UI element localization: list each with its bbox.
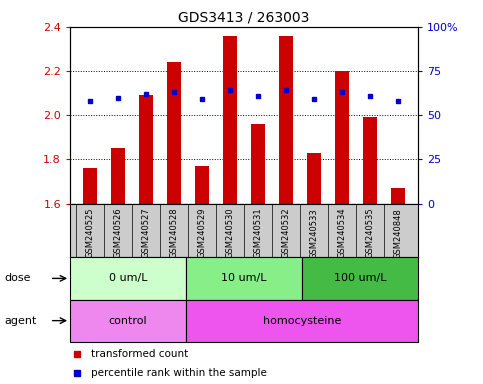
Bar	[139, 95, 153, 204]
Bar	[111, 148, 125, 204]
Bar	[363, 118, 377, 204]
Text: 100 um/L: 100 um/L	[334, 273, 386, 283]
Bar	[186, 300, 418, 342]
Text: agent: agent	[5, 316, 37, 326]
Text: GSM240532: GSM240532	[282, 208, 290, 258]
Bar	[70, 300, 186, 342]
Bar	[223, 36, 237, 204]
Bar	[70, 257, 186, 300]
Text: GSM240531: GSM240531	[254, 208, 262, 258]
Title: GDS3413 / 263003: GDS3413 / 263003	[178, 10, 310, 24]
Bar	[335, 71, 349, 204]
Bar	[251, 124, 265, 204]
Text: percentile rank within the sample: percentile rank within the sample	[91, 368, 267, 379]
Text: GSM240527: GSM240527	[141, 208, 150, 258]
Bar	[195, 166, 209, 204]
Text: GSM240528: GSM240528	[170, 208, 178, 258]
Text: transformed count: transformed count	[91, 349, 188, 359]
Text: control: control	[109, 316, 147, 326]
Text: GSM240848: GSM240848	[394, 208, 403, 258]
Text: GSM240526: GSM240526	[113, 208, 122, 258]
Bar	[307, 153, 321, 204]
Bar	[302, 257, 418, 300]
Text: GSM240530: GSM240530	[226, 208, 234, 258]
Bar	[279, 36, 293, 204]
Text: 10 um/L: 10 um/L	[221, 273, 267, 283]
Text: homocysteine: homocysteine	[263, 316, 341, 326]
Bar	[83, 168, 97, 204]
Text: GSM240534: GSM240534	[338, 208, 347, 258]
Text: GSM240535: GSM240535	[366, 208, 375, 258]
Bar	[391, 188, 405, 204]
Text: GSM240525: GSM240525	[85, 208, 94, 258]
Text: GSM240533: GSM240533	[310, 208, 318, 258]
Text: dose: dose	[5, 273, 31, 283]
Bar	[167, 62, 181, 204]
Text: GSM240529: GSM240529	[198, 208, 206, 258]
Bar	[186, 257, 302, 300]
Text: 0 um/L: 0 um/L	[109, 273, 147, 283]
